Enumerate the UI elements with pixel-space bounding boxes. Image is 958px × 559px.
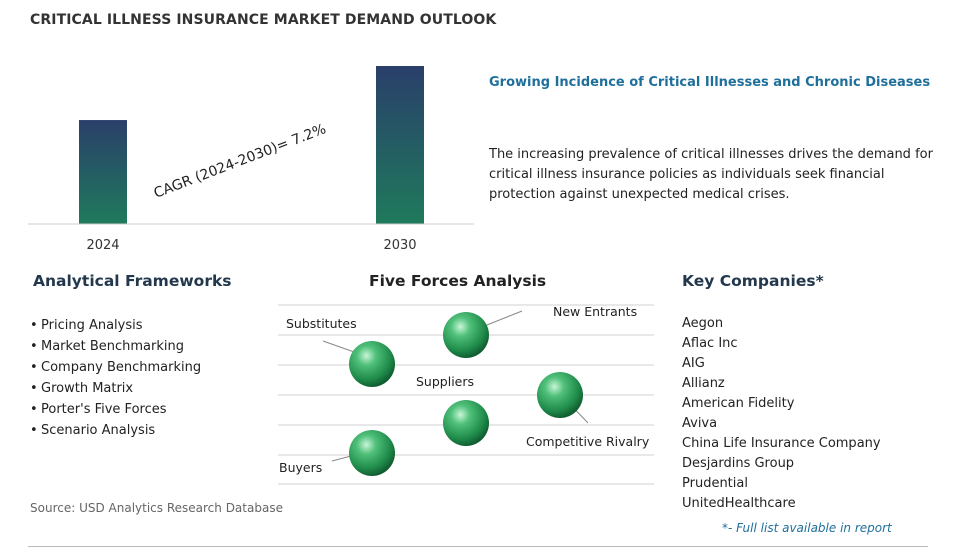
frameworks-list: • Pricing Analysis • Market Benchmarking •… — [30, 315, 201, 441]
frameworks-heading: Analytical Frameworks — [33, 272, 232, 290]
insight-body: The increasing prevalence of critical il… — [489, 147, 933, 202]
buyers-label: Buyers — [279, 460, 322, 475]
list-item: Aflac Inc — [682, 336, 738, 351]
list-item: • Company Benchmarking — [30, 360, 202, 375]
bar-2030 — [376, 66, 424, 224]
list-item: • Scenario Analysis — [30, 423, 156, 438]
substitutes-sphere — [349, 341, 395, 387]
key-companies-heading: Key Companies* — [682, 272, 824, 290]
list-item: AIG — [682, 356, 705, 371]
list-item: UnitedHealthcare — [682, 496, 796, 511]
insight-title: Growing Incidence of Critical Illnesses … — [489, 75, 931, 90]
list-item: • Pricing Analysis — [30, 318, 143, 333]
bottom-divider — [28, 546, 928, 547]
list-item: • Growth Matrix — [30, 381, 134, 396]
list-item: American Fidelity — [682, 396, 795, 411]
x-tick-label: 2030 — [383, 238, 416, 253]
competitive-rivalry-sphere — [537, 372, 583, 418]
list-item: Aegon — [682, 316, 724, 331]
list-item: • Market Benchmarking — [30, 339, 184, 354]
five-forces-heading: Five Forces Analysis — [369, 272, 547, 290]
list-item: Prudential — [682, 476, 748, 491]
list-item: China Life Insurance Company — [682, 436, 881, 451]
suppliers-sphere — [443, 400, 489, 446]
source-note: Source: USD Analytics Research Database — [30, 501, 283, 515]
bar-2024 — [79, 120, 127, 224]
demand-bar-chart: 2024 2030 CAGR (2024-2030)= 7.2% — [28, 66, 474, 253]
buyers-sphere — [349, 430, 395, 476]
list-item: Aviva — [682, 416, 718, 431]
substitutes-label: Substitutes — [286, 316, 357, 331]
full-list-note: *- Full list available in report — [722, 521, 892, 535]
page-title: CRITICAL ILLNESS INSURANCE MARKET DEMAND… — [30, 12, 497, 28]
list-item: • Porter's Five Forces — [30, 402, 167, 417]
suppliers-label: Suppliers — [416, 374, 474, 389]
new-entrants-label: New Entrants — [553, 304, 637, 319]
key-companies-list: Aegon Aflac Inc AIG Allianz American Fid… — [682, 314, 881, 514]
x-tick-label: 2024 — [86, 238, 119, 253]
competitive-rivalry-label: Competitive Rivalry — [526, 434, 650, 449]
cagr-annotation: CAGR (2024-2030)= 7.2% — [152, 121, 329, 202]
new-entrants-sphere — [443, 312, 489, 358]
list-item: Desjardins Group — [682, 456, 795, 471]
five-forces-diagram: New Entrants Substitutes Suppliers Compe… — [278, 304, 654, 485]
list-item: Allianz — [682, 376, 725, 391]
